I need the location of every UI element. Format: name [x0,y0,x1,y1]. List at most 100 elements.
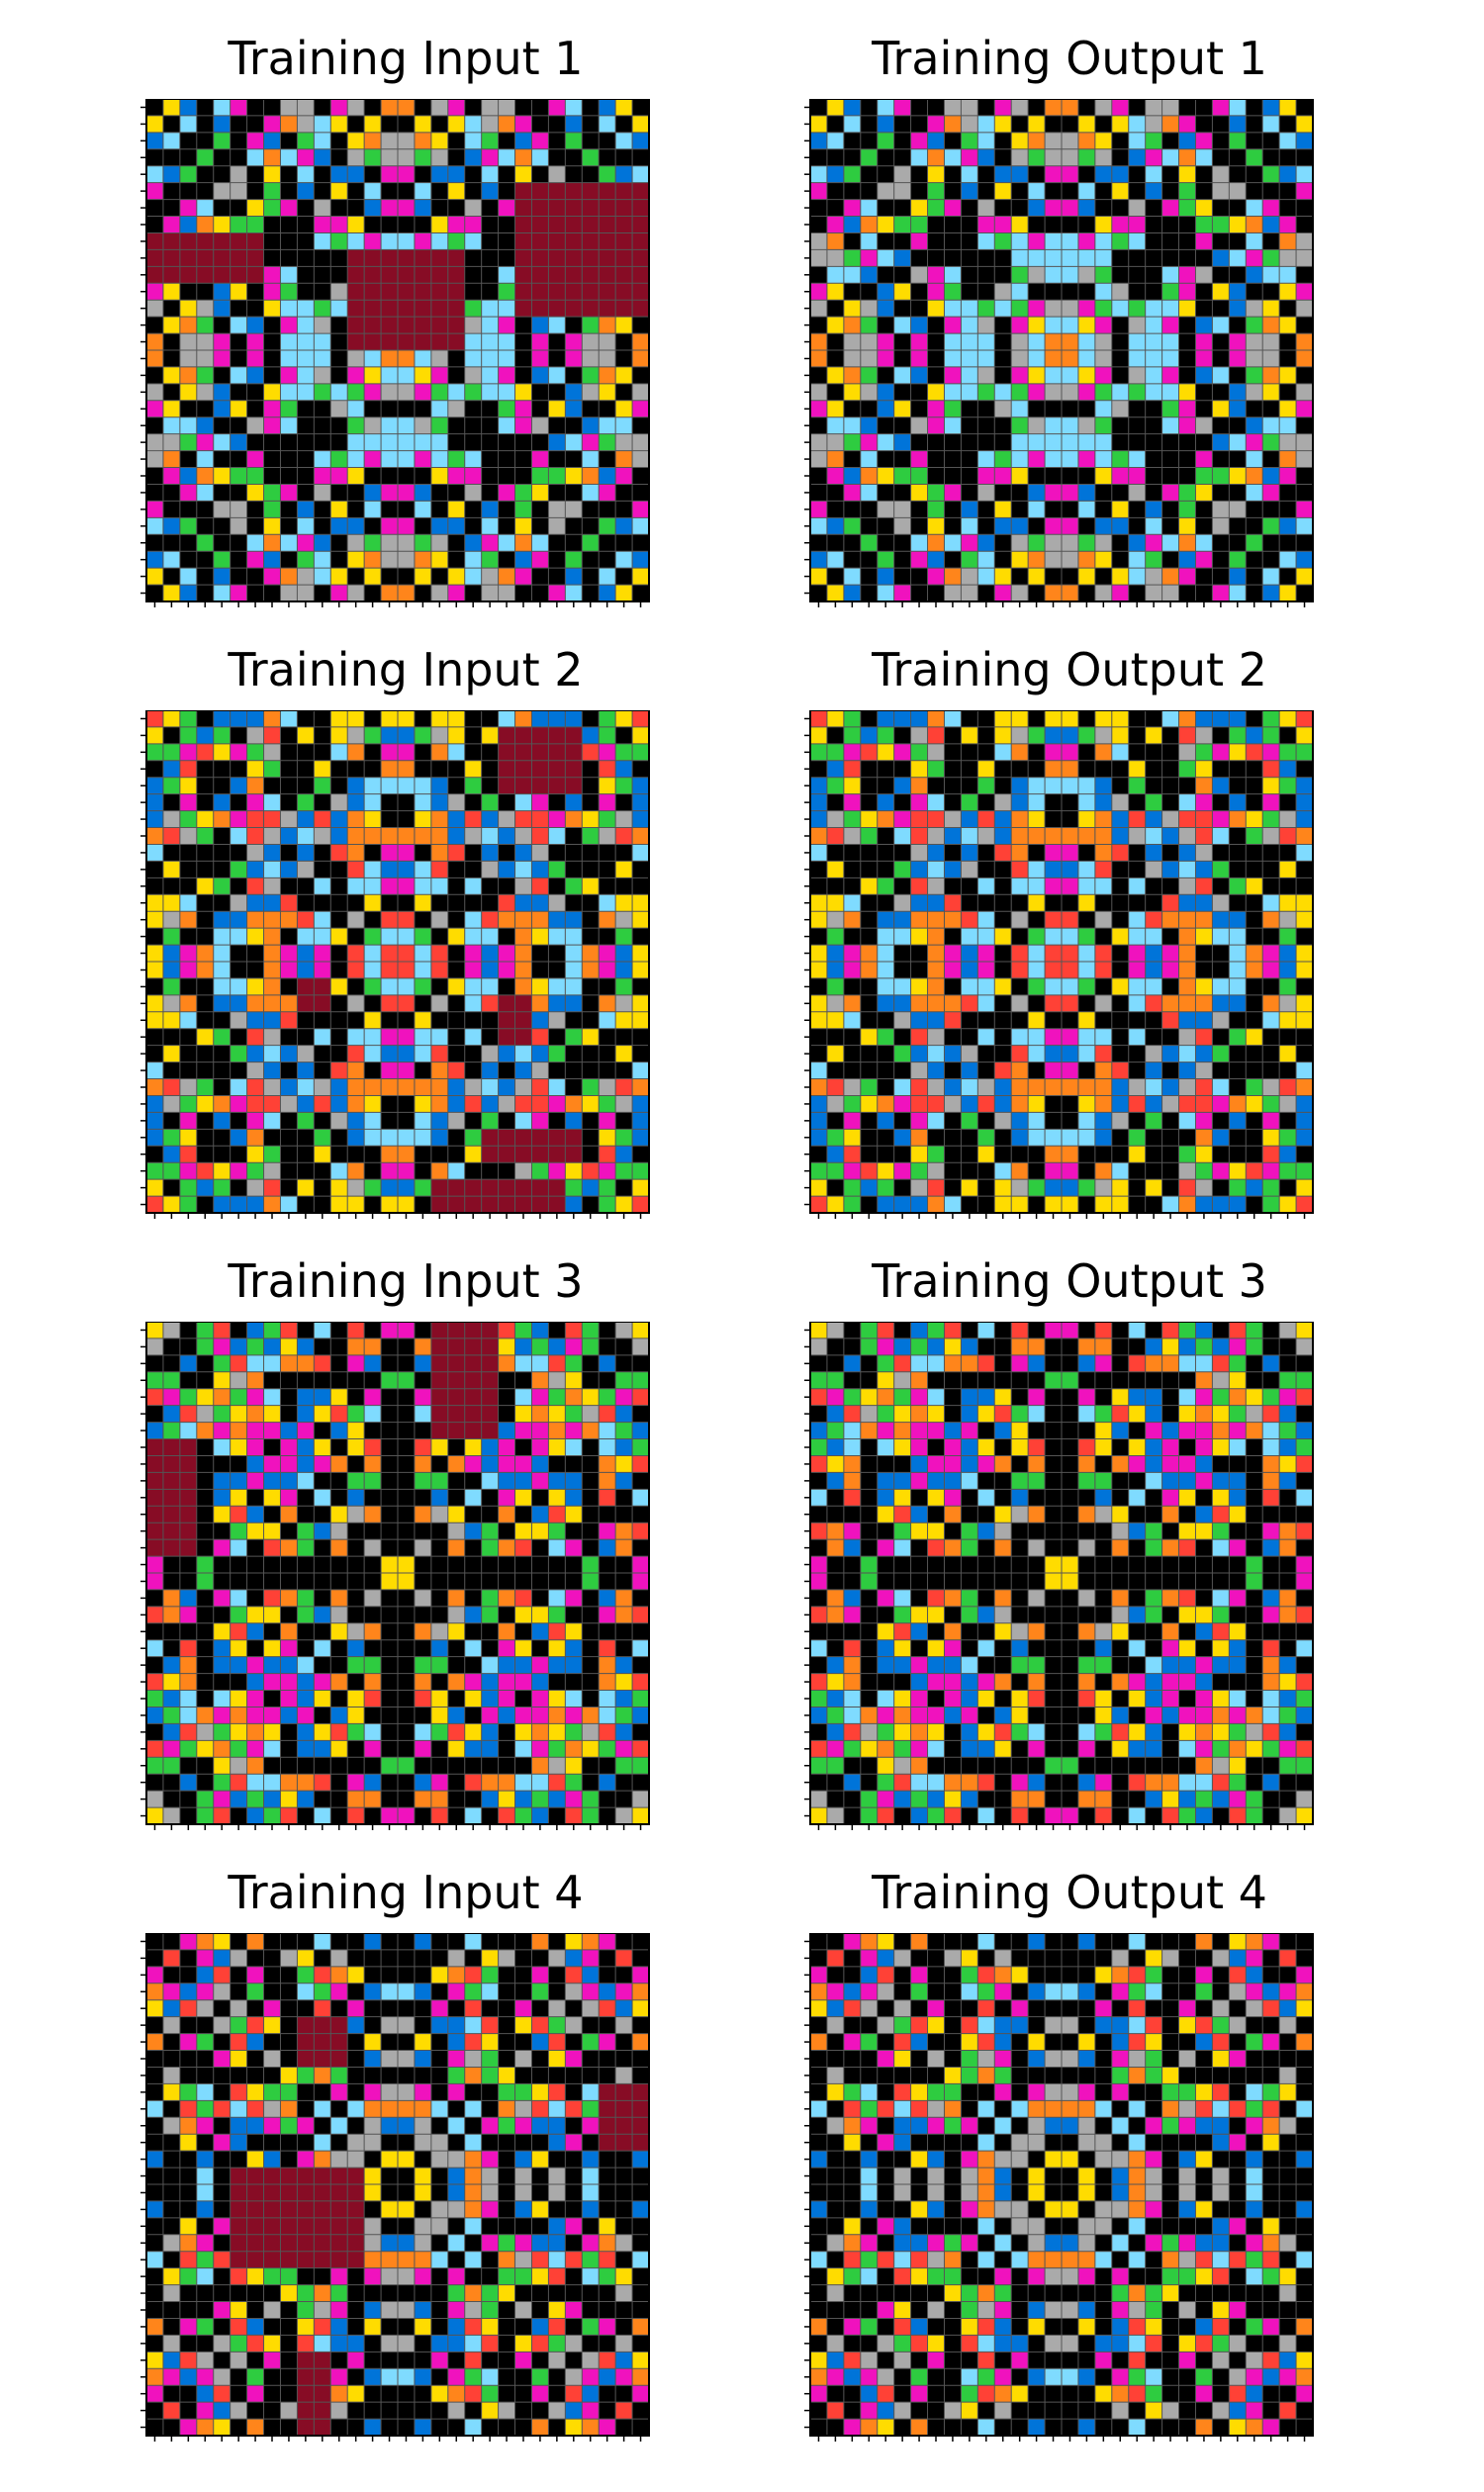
grid-cell [162,182,180,200]
grid-cell [280,810,298,828]
grid-cell [565,1162,583,1180]
grid-cell [1178,760,1196,778]
grid-cell [280,1338,298,1355]
grid-cell [1128,726,1146,744]
grid-cell [481,1045,499,1062]
grid-cell [464,568,482,586]
grid-cell [179,1078,197,1096]
grid-cell [280,977,298,995]
grid-cell [1178,827,1196,845]
grid-cell [1111,1112,1129,1130]
grid-cell [1045,99,1062,116]
grid-cell [615,1690,633,1707]
grid-cell [347,1322,365,1338]
grid-cell [1045,726,1062,744]
grid-cell [430,1129,448,1147]
grid-cell [430,1573,448,1590]
masked-cell [548,182,566,200]
grid-cell [1045,1045,1062,1062]
grid-cell [1011,894,1029,912]
grid-border [809,99,1314,602]
grid-cell [599,793,616,811]
grid-cell [994,844,1012,862]
grid-cell [297,1371,315,1389]
grid-cell [1062,877,1078,895]
grid-cell [162,1095,180,1113]
grid-cell [447,585,465,601]
grid-cell [1111,317,1129,334]
grid-cell [1296,115,1313,133]
grid-cell [162,1639,180,1657]
grid-cell [531,99,549,116]
grid-cell [615,132,633,149]
grid-cell [860,99,878,116]
grid-cell [1045,165,1062,183]
grid-cell [548,1388,566,1406]
grid-cell [464,1639,482,1657]
masked-cell [398,317,415,334]
grid-cell [961,350,978,367]
grid-cell [1229,793,1247,811]
grid-cell [632,317,649,334]
grid-cell [464,148,482,166]
grid-cell [1011,317,1029,334]
grid-cell [1296,861,1313,878]
grid-cell [297,877,315,895]
grid-cell [1111,501,1129,518]
grid-cell [364,1506,382,1523]
grid-cell [927,568,945,586]
grid-cell [246,1573,264,1590]
grid-cell [196,928,214,946]
grid-cell [1011,350,1029,367]
grid-cell [910,383,928,401]
grid-cell [1246,534,1263,552]
grid-cell [213,1589,231,1607]
grid-cell [1178,467,1196,485]
grid-cell [263,501,281,518]
grid-cell [1077,928,1095,946]
grid-cell [1246,148,1263,166]
grid-cell [514,827,532,845]
grid-cell [944,585,962,601]
grid-cell [481,1639,499,1657]
grid-cell [548,1472,566,1490]
grid-cell [514,1606,532,1623]
grid-cell [364,450,382,468]
grid-cell [414,1179,431,1197]
grid-cell [1045,501,1062,518]
grid-cell [347,501,365,518]
grid-cell [927,182,945,200]
grid-cell [994,283,1012,301]
grid-cell [162,861,180,878]
grid-cell [297,760,315,778]
grid-cell [314,115,331,133]
grid-cell [447,216,465,233]
grid-cell [364,945,382,962]
masked-cell [514,283,532,301]
grid-cell [1128,484,1146,502]
grid-cell [1062,568,1078,586]
grid-cell [263,115,281,133]
masked-cell [447,333,465,350]
grid-cell [826,894,844,912]
grid-cell [893,450,911,468]
grid-cell [944,416,962,434]
grid-cell [1229,877,1247,895]
grid-cell [565,1622,583,1640]
grid-cell [263,793,281,811]
grid-cell [280,317,298,334]
grid-cell [927,977,945,995]
grid-cell [263,585,281,601]
masked-cell [196,249,214,267]
grid-cell [944,366,962,384]
grid-cell [297,1589,315,1607]
grid-cell [1062,861,1078,878]
grid-cell [1028,132,1046,149]
grid-cell [246,450,264,468]
grid-cell [263,1196,281,1213]
grid-cell [565,844,583,862]
grid-cell [347,1354,365,1372]
grid-cell [1246,726,1263,744]
grid-cell [877,1061,894,1079]
grid-cell [1246,350,1263,367]
